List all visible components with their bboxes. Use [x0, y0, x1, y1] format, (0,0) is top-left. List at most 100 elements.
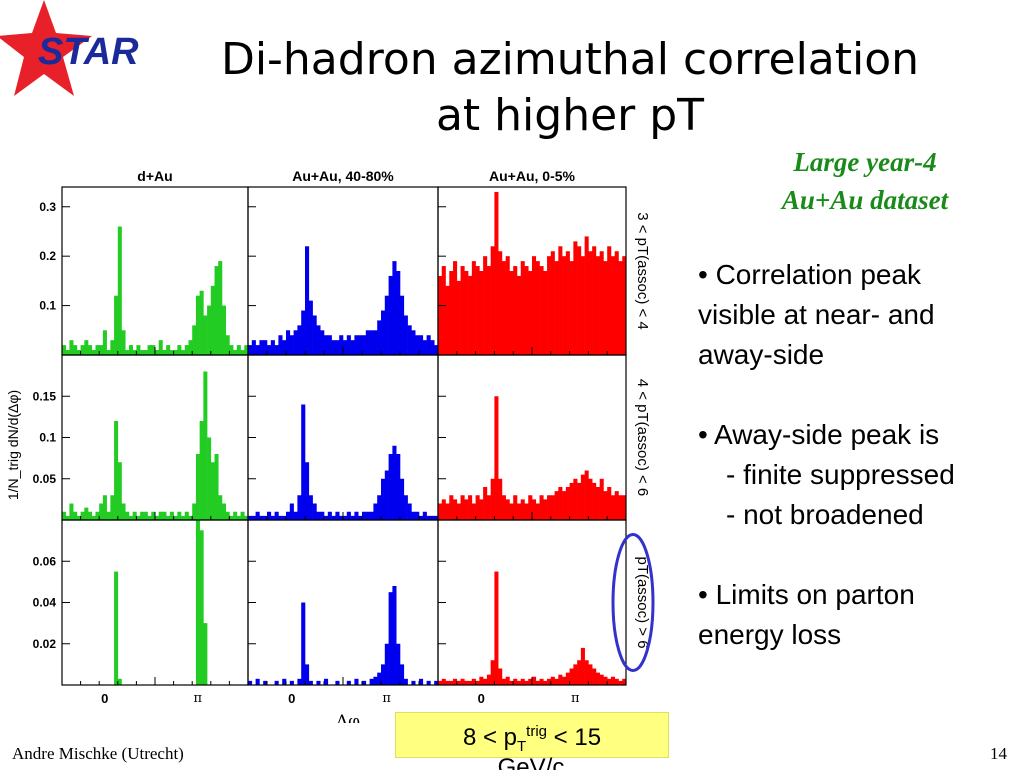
histogram-bar: [297, 325, 302, 355]
histogram-bar: [177, 345, 182, 355]
histogram-bar: [554, 261, 559, 355]
histogram-bar: [312, 315, 317, 355]
histogram-bar: [509, 680, 514, 685]
histogram-bar: [147, 345, 152, 355]
histogram-bar: [286, 330, 291, 355]
trigger-unit-clip: GeV/c: [395, 756, 667, 770]
histogram-bar: [95, 345, 100, 355]
histogram-bar: [483, 678, 488, 685]
histogram-bar: [259, 515, 264, 520]
histogram-bar: [516, 503, 522, 520]
panel-frame: [247, 519, 439, 686]
histogram-bar: [407, 503, 412, 520]
footer-author: Andre Mischke (Utrecht): [12, 744, 184, 763]
histogram-bar: [267, 511, 272, 520]
histogram-bar: [173, 515, 178, 520]
histogram-bar: [110, 495, 115, 520]
histogram-bar: [286, 511, 291, 520]
histogram-bar: [558, 674, 563, 685]
dataset-line-2: Au+Au dataset: [781, 185, 949, 215]
page-number: 14: [990, 744, 1007, 763]
histogram-bar: [240, 511, 245, 520]
y-tick-label: 0.3: [39, 200, 56, 214]
histogram-bar: [324, 678, 329, 685]
histogram-bar: [547, 495, 552, 520]
histogram-bar: [263, 515, 268, 520]
histogram-bar: [607, 487, 612, 520]
trigger-range-text: 8 < pTtrig < 15: [396, 718, 668, 757]
histogram-bar: [274, 680, 279, 685]
histogram-bar: [362, 680, 367, 685]
histogram-bar: [547, 256, 552, 355]
histogram-bar: [381, 478, 386, 520]
histogram-bar: [316, 680, 321, 685]
histogram-bar: [415, 511, 420, 520]
histogram-bar: [392, 586, 397, 685]
histogram-bar: [403, 495, 408, 520]
histogram-bar: [486, 266, 491, 355]
histogram-bar: [558, 487, 563, 520]
histogram-bar: [614, 678, 619, 685]
histogram-bar: [143, 350, 148, 355]
histogram-bar: [62, 511, 67, 520]
histogram-bar: [516, 275, 522, 355]
histogram-bar: [369, 511, 374, 520]
histogram-bar: [320, 330, 325, 355]
histogram-bar: [577, 660, 582, 685]
histogram-bar: [441, 266, 446, 355]
row-label: 3 < pT(assoc) < 4: [634, 212, 651, 330]
trigger-range-box: 8 < pTtrig < 15: [395, 712, 669, 758]
histogram-bar: [438, 275, 443, 355]
y-tick-label: 0.04: [33, 596, 57, 610]
histogram-bar: [214, 266, 219, 355]
histogram-bar: [494, 571, 499, 685]
histogram-bar: [396, 643, 401, 685]
histogram-bar: [76, 350, 81, 355]
y-tick-label: 0.15: [33, 389, 57, 403]
histogram-bar: [158, 340, 163, 355]
histogram-bar: [565, 672, 570, 685]
histogram-bar: [558, 246, 563, 355]
histogram-bar: [339, 515, 344, 520]
histogram-bar: [603, 491, 608, 520]
histogram-bar: [524, 680, 529, 685]
histogram-bar: [102, 495, 107, 520]
histogram-bar: [588, 664, 593, 685]
histogram-bar: [524, 503, 529, 520]
histogram-bar: [199, 290, 204, 355]
histogram-bar: [622, 678, 627, 685]
histogram-bar: [166, 345, 171, 355]
histogram-bar: [573, 478, 578, 520]
histogram-bar: [392, 445, 397, 520]
dataset-line-1: Large year-4: [793, 147, 937, 177]
column-title: Au+Au, 0-5%: [489, 168, 576, 184]
histogram-bar: [584, 660, 589, 685]
histogram-bar: [565, 487, 570, 520]
histogram-bar: [449, 271, 454, 355]
column-title: Au+Au, 40-80%: [292, 168, 394, 184]
histogram-bar: [381, 310, 386, 355]
title-line-1: Di-hadron azimuthal correlation: [220, 34, 920, 85]
histogram-bar: [595, 487, 600, 520]
histogram-bar: [618, 680, 623, 685]
histogram-bar: [278, 515, 283, 520]
histogram-bar: [610, 256, 616, 355]
histogram-bar: [603, 676, 608, 685]
histogram-bar: [513, 266, 518, 355]
histogram-bar: [84, 340, 89, 355]
histogram-bar: [580, 474, 585, 520]
histogram-bar: [520, 499, 525, 520]
histogram-bar: [490, 660, 495, 685]
histogram-bar: [312, 503, 317, 520]
histogram-bar: [468, 680, 473, 685]
histogram-bar: [475, 495, 480, 520]
histogram-bar: [162, 350, 167, 355]
histogram-bar: [565, 251, 570, 355]
histogram-bar: [324, 515, 329, 520]
histogram-bar: [494, 396, 499, 520]
histogram-bar: [218, 495, 223, 520]
histogram-bar: [614, 491, 619, 520]
histogram-bar: [400, 478, 405, 520]
histogram-bar: [365, 511, 370, 520]
histogram-bar: [289, 680, 294, 685]
